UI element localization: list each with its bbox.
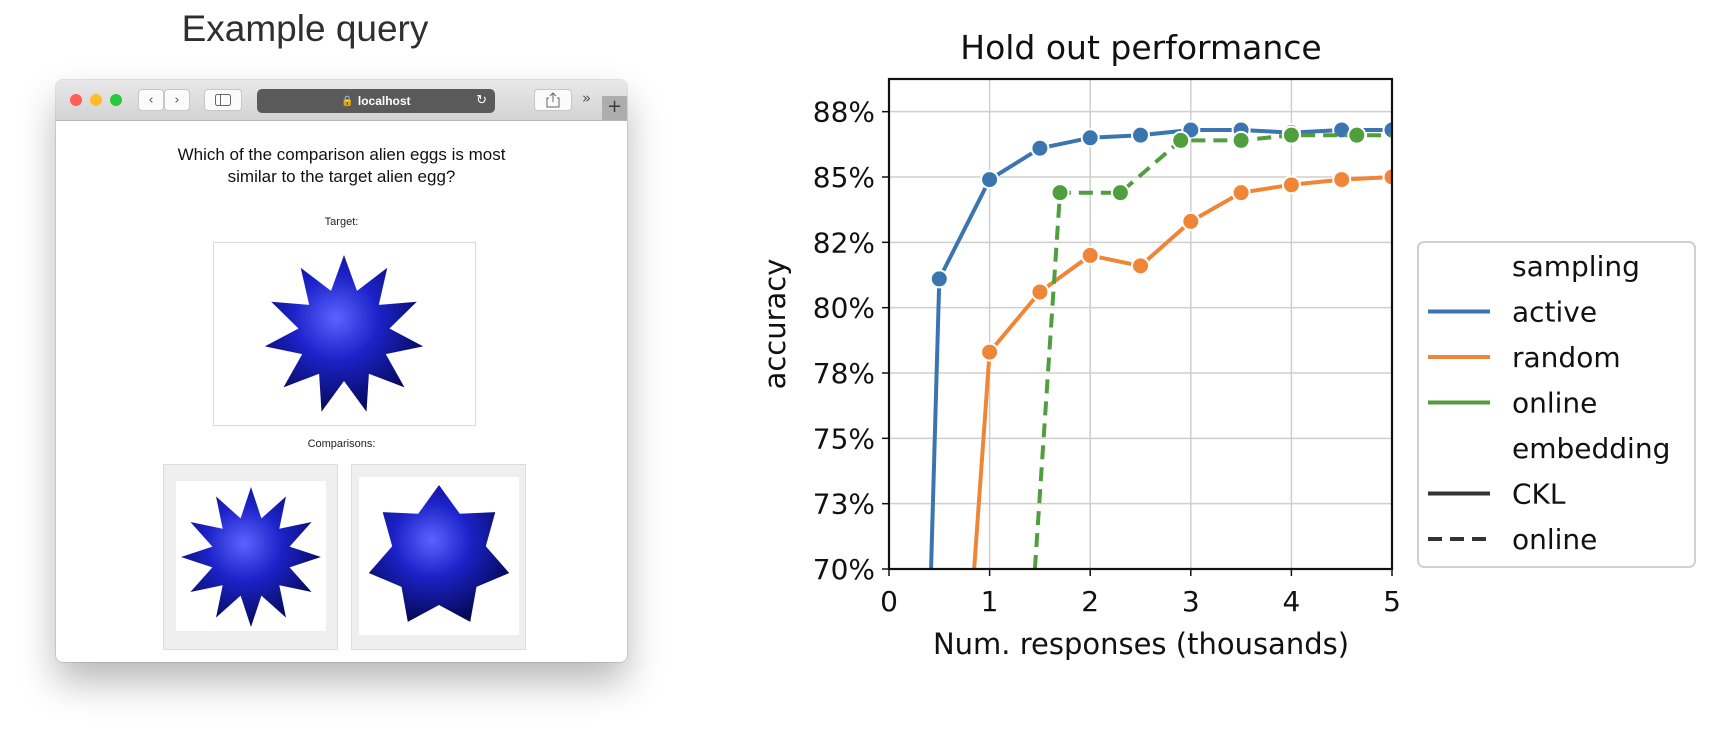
grid: [888, 79, 1393, 570]
y-tick-label: 85%: [813, 161, 875, 194]
data-point-random: [980, 342, 1000, 362]
x-tick-label: 0: [880, 585, 898, 618]
x-tick-label: 3: [1182, 585, 1200, 618]
data-point-random: [1030, 282, 1050, 302]
series-lines: [929, 120, 1392, 569]
x-tick-label: 5: [1383, 585, 1401, 618]
y-tick-label: 75%: [813, 422, 875, 455]
data-point-online: [1171, 130, 1191, 150]
tick-labels: 0 1 2 3 4 5 70% 73% 75% 78% 80% 82% 85% 88%: [813, 96, 1401, 618]
back-icon: ‹: [148, 92, 154, 108]
legend-entry-label: CKL: [1512, 478, 1566, 511]
data-point-online: [1050, 183, 1070, 203]
share-button[interactable]: [534, 89, 572, 111]
data-point-active: [1030, 138, 1050, 158]
legend-entry-label: online: [1512, 523, 1597, 556]
data-point-random: [1332, 170, 1352, 190]
y-axis-label: accuracy: [758, 259, 792, 390]
comparison-egg-b[interactable]: [351, 464, 526, 650]
legend-section-title: embedding: [1512, 432, 1670, 465]
minimize-dot[interactable]: [90, 94, 102, 106]
chart-title: Hold out performance: [960, 28, 1322, 67]
target-label: Target:: [324, 216, 359, 228]
data-point-random: [1231, 183, 1251, 203]
series-line-online: [1032, 133, 1392, 569]
browser-window: ‹ › 🔒 localhost ↻ » + Which of the compa…: [56, 80, 627, 662]
data-point-online: [1347, 125, 1367, 145]
data-point-random: [1080, 245, 1100, 265]
comparison-egg-b-image: [368, 485, 510, 622]
data-point-active: [1131, 125, 1150, 145]
data-point-random: [1131, 256, 1150, 276]
comparison-egg-a-shape: [181, 487, 321, 627]
data-point-random: [1382, 167, 1392, 187]
sidebar-button[interactable]: [204, 89, 242, 111]
reload-icon[interactable]: ↻: [476, 92, 487, 107]
data-point-active: [929, 269, 949, 289]
data-point-online: [1231, 130, 1251, 150]
x-tick-label: 1: [981, 585, 999, 618]
legend-entry-label: active: [1512, 296, 1597, 329]
forward-icon: ›: [174, 92, 180, 108]
legend-box: [1417, 241, 1696, 568]
question-text: Which of the comparison alien eggs is mo…: [177, 145, 506, 186]
series-line-random: [972, 175, 1392, 569]
x-tick-label: 2: [1081, 585, 1099, 618]
legend-entry-label: online: [1512, 387, 1597, 420]
comparison-egg-b-shape: [368, 485, 510, 622]
back-button[interactable]: ‹: [138, 89, 164, 111]
legend-section-title: sampling: [1512, 250, 1640, 283]
y-tick-label: 73%: [813, 488, 875, 521]
example-query-title: Example query: [181, 8, 429, 49]
legend-entry-label: random: [1512, 341, 1621, 374]
data-point-random: [1181, 211, 1201, 231]
new-tab-button[interactable]: +: [602, 96, 627, 120]
target-egg-image: [264, 255, 424, 412]
zoom-dot[interactable]: [110, 94, 122, 106]
series-line-active: [929, 128, 1392, 569]
data-point-active: [980, 170, 1000, 190]
x-axis-label: Num. responses (thousands): [933, 627, 1349, 661]
comparison-egg-a-image: [181, 487, 321, 627]
plot-frame: [887, 77, 1394, 571]
y-tick-label: 70%: [813, 553, 875, 586]
y-tick-label: 82%: [813, 226, 875, 259]
overflow-icon[interactable]: »: [582, 89, 592, 107]
data-point-online: [1281, 125, 1301, 145]
forward-button[interactable]: ›: [164, 89, 190, 111]
y-tick-label: 78%: [813, 357, 875, 390]
browser-toolbar: ‹ › 🔒 localhost ↻ » +: [56, 80, 627, 121]
close-dot[interactable]: [70, 94, 82, 106]
y-tick-label: 88%: [813, 96, 875, 129]
data-point-online: [1110, 183, 1130, 203]
data-point-active: [1080, 128, 1100, 148]
lock-icon: 🔒: [341, 95, 354, 107]
comparison-egg-a[interactable]: [163, 464, 338, 650]
comparisons-label: Comparisons:: [307, 438, 376, 450]
target-egg-shape: [264, 255, 424, 412]
url-text: localhost: [357, 94, 411, 108]
sidebar-icon: [215, 94, 231, 106]
legend: sampling active random online embedding CKL on…: [1417, 241, 1696, 568]
data-point-random: [1281, 175, 1301, 195]
target-egg-card: [213, 242, 476, 426]
y-tick-label: 80%: [813, 292, 875, 325]
address-bar[interactable]: 🔒 localhost ↻: [257, 89, 495, 113]
share-icon: [546, 92, 560, 108]
x-tick-label: 4: [1282, 585, 1300, 618]
